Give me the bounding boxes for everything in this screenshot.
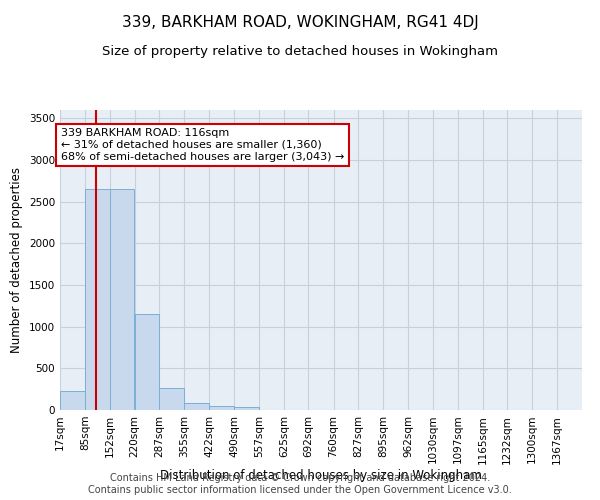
Bar <box>160 388 184 410</box>
Bar <box>85 189 110 410</box>
Y-axis label: Number of detached properties: Number of detached properties <box>10 167 23 353</box>
Bar <box>234 407 259 410</box>
Text: 339 BARKHAM ROAD: 116sqm
← 31% of detached houses are smaller (1,360)
68% of sem: 339 BARKHAM ROAD: 116sqm ← 31% of detach… <box>61 128 344 162</box>
Text: Contains HM Land Registry data © Crown copyright and database right 2024.
Contai: Contains HM Land Registry data © Crown c… <box>88 474 512 495</box>
Bar <box>184 402 209 410</box>
Bar <box>110 189 134 410</box>
X-axis label: Distribution of detached houses by size in Wokingham: Distribution of detached houses by size … <box>160 469 482 482</box>
Bar <box>135 314 159 410</box>
Text: Size of property relative to detached houses in Wokingham: Size of property relative to detached ho… <box>102 45 498 58</box>
Text: 339, BARKHAM ROAD, WOKINGHAM, RG41 4DJ: 339, BARKHAM ROAD, WOKINGHAM, RG41 4DJ <box>122 15 478 30</box>
Bar <box>60 391 85 410</box>
Bar <box>209 406 233 410</box>
